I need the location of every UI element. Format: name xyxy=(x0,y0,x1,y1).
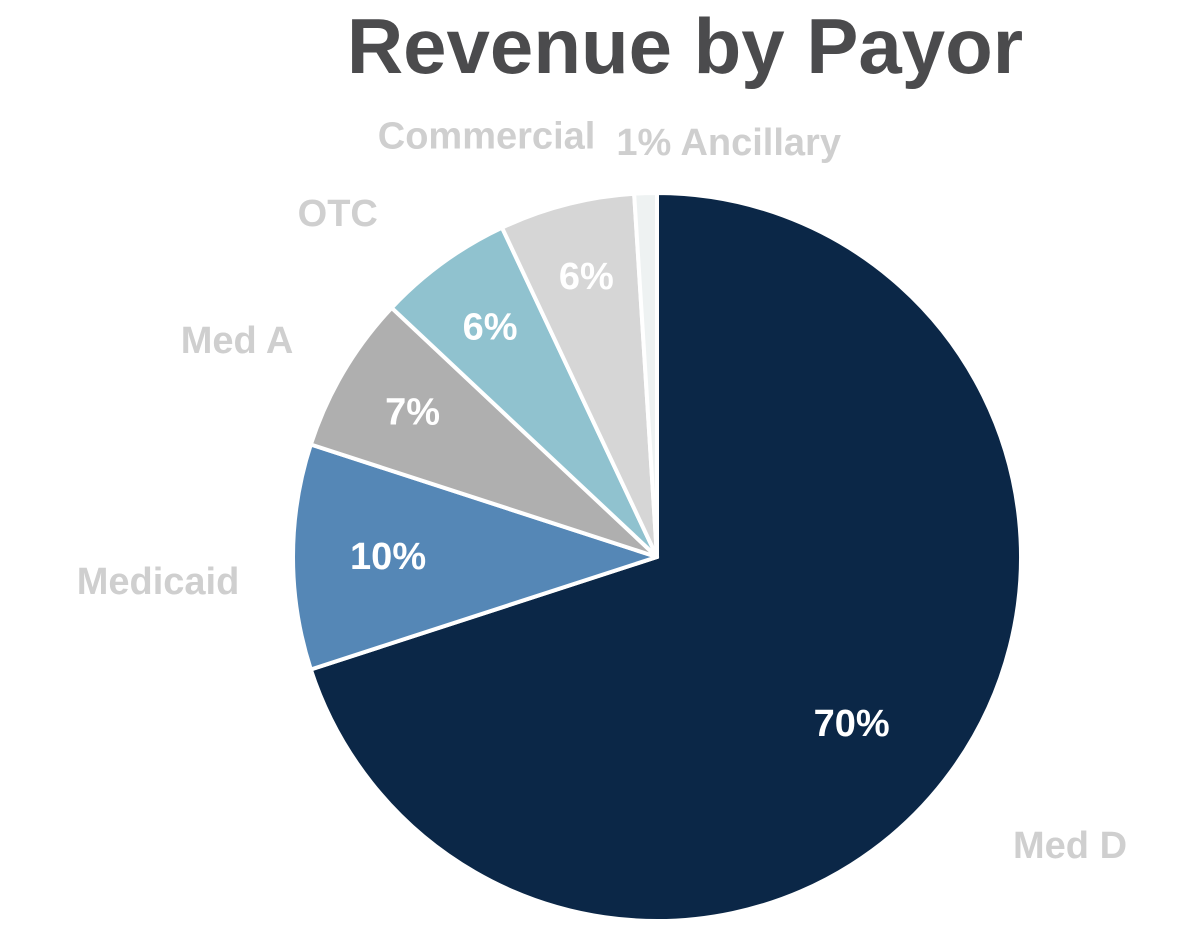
value-label-med-a: 7% xyxy=(385,391,440,433)
pie-slices xyxy=(291,191,1023,923)
pie-slice-medicaid[interactable] xyxy=(291,442,659,672)
category-label-med-a: Med A xyxy=(181,320,294,362)
pie-value-labels: 70% 10% 7% 6% 6% xyxy=(350,256,890,745)
category-label-medicaid: Medicaid xyxy=(77,561,240,603)
pie-slice-ancillary[interactable] xyxy=(632,191,659,559)
value-label-commercial: 6% xyxy=(559,256,614,298)
pie-slice-med-a[interactable] xyxy=(308,305,659,559)
pie-slice-med-d[interactable] xyxy=(308,191,1023,923)
category-label-ancillary: 1% Ancillary xyxy=(616,122,841,164)
category-label-med-d: Med D xyxy=(1013,825,1127,867)
category-label-commercial: Commercial xyxy=(378,115,596,157)
chart-title: Revenue by Payor xyxy=(346,2,1024,90)
value-label-otc: 6% xyxy=(463,306,518,348)
pie-slice-commercial[interactable] xyxy=(500,191,659,559)
pie-slice-otc[interactable] xyxy=(389,225,659,559)
category-label-otc: OTC xyxy=(298,193,378,235)
value-label-med-d: 70% xyxy=(814,703,890,745)
value-label-medicaid: 10% xyxy=(350,536,426,578)
